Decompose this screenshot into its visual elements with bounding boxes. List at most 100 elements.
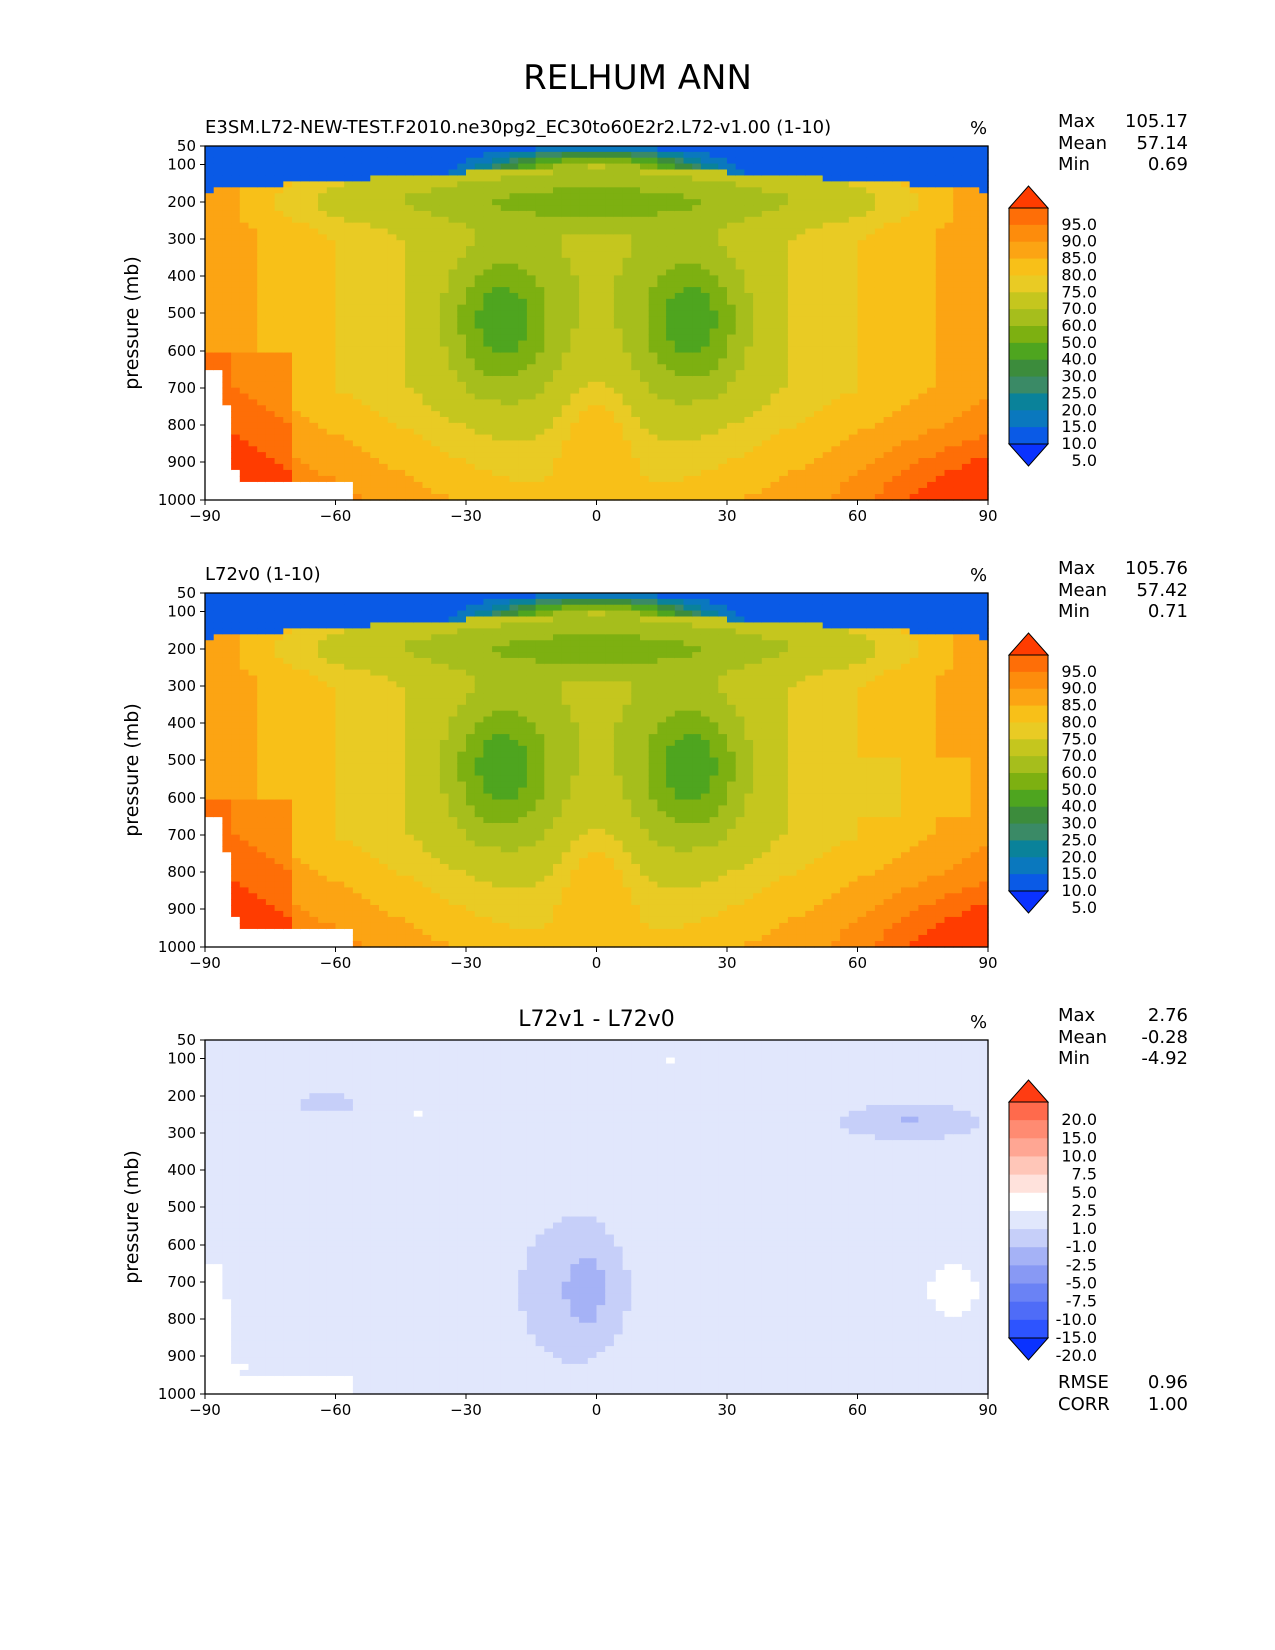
heatmap-cell (413, 393, 424, 401)
heatmap-cell (596, 292, 606, 300)
heatmap-cell (205, 387, 215, 395)
heatmap-cell (787, 334, 798, 342)
heatmap-cell (370, 428, 380, 436)
heatmap-cell (866, 457, 876, 465)
heatmap-cell (613, 322, 624, 330)
heatmap-cell (370, 340, 380, 348)
heatmap-cell (918, 292, 928, 300)
heatmap-cell (866, 358, 876, 365)
heatmap-cell (352, 298, 363, 306)
heatmap-cell (239, 493, 250, 501)
heatmap-cell (292, 352, 302, 359)
heatmap-cell (370, 469, 380, 477)
heatmap-cell (918, 375, 928, 383)
heatmap-cell (814, 281, 824, 288)
heatmap-cell (292, 257, 302, 265)
heatmap-cell (326, 316, 337, 324)
heatmap-cell (770, 475, 780, 483)
heatmap-cell (814, 428, 824, 436)
heatmap-cell (909, 169, 919, 177)
heatmap-cell (892, 263, 902, 271)
heatmap-cell (492, 352, 502, 359)
heatmap-cell (779, 228, 789, 235)
heatmap-cell (596, 151, 606, 159)
heatmap-cell (231, 352, 241, 359)
heatmap-cell (796, 199, 806, 206)
heatmap-cell (292, 275, 302, 282)
heatmap-cell (596, 334, 606, 342)
heatmap-cell (292, 298, 302, 306)
heatmap-cell (231, 457, 241, 465)
heatmap-cell (866, 416, 876, 424)
heatmap-cell (413, 228, 424, 235)
heatmap-cell (283, 210, 293, 218)
heatmap-cell (274, 210, 284, 218)
heatmap-cell (492, 234, 502, 241)
heatmap-cell (857, 175, 867, 182)
heatmap-cell (718, 387, 728, 395)
heatmap-cell (866, 163, 876, 171)
heatmap-cell (205, 269, 215, 276)
heatmap-cell (352, 234, 363, 241)
heatmap-cell (587, 346, 598, 354)
heatmap-cell (892, 493, 902, 501)
heatmap-cell (857, 481, 867, 489)
heatmap-cell (431, 346, 441, 354)
heatmap-cell (857, 181, 867, 188)
heatmap-cell (361, 322, 371, 330)
heatmap-cell (413, 281, 424, 288)
heatmap-cell (309, 411, 319, 418)
heatmap-cell (657, 287, 667, 294)
heatmap-cell (439, 440, 450, 447)
heatmap-cell (805, 352, 815, 359)
heatmap-cell (379, 287, 389, 294)
heatmap-cell (761, 216, 772, 224)
heatmap-cell (753, 175, 763, 182)
heatmap-cell (892, 199, 902, 206)
heatmap-cell (666, 334, 676, 342)
heatmap-cell (492, 246, 502, 253)
heatmap-cell (309, 181, 319, 188)
heatmap-cell (344, 487, 354, 495)
heatmap-cell (727, 334, 737, 342)
heatmap-cell (335, 375, 345, 383)
heatmap-cell (718, 434, 728, 442)
heatmap-cell (901, 234, 911, 241)
heatmap-cell (605, 434, 615, 442)
heatmap-cell (231, 263, 241, 271)
heatmap-cell (831, 316, 841, 324)
heatmap-cell (718, 452, 728, 459)
heatmap-cell (918, 222, 928, 230)
heatmap-cell (387, 193, 397, 200)
heatmap-cell (544, 334, 554, 342)
heatmap-cell (379, 210, 389, 218)
heatmap-cell (640, 358, 650, 365)
heatmap-cell (674, 240, 685, 247)
heatmap-cell (500, 298, 511, 306)
heatmap-cell (500, 469, 511, 477)
heatmap-cell (213, 463, 223, 471)
heatmap-cell (500, 222, 511, 230)
heatmap-cell (640, 205, 650, 212)
heatmap-cell (352, 181, 363, 188)
heatmap-cell (779, 340, 789, 348)
heatmap-cell (805, 275, 815, 282)
heatmap-cell (613, 469, 624, 477)
heatmap-cell (683, 399, 693, 406)
heatmap-cell (683, 222, 693, 230)
heatmap-cell (309, 440, 319, 447)
heatmap-cell (840, 475, 850, 483)
heatmap-cell (874, 228, 885, 235)
heatmap-cell (396, 240, 406, 247)
heatmap-cell (787, 275, 798, 282)
heatmap-cell (883, 440, 893, 447)
heatmap-cell (831, 228, 841, 235)
heatmap-cell (205, 163, 215, 171)
heatmap-cell (883, 358, 893, 365)
heatmap-cell (344, 210, 354, 218)
heatmap-cell (344, 358, 354, 365)
heatmap-cell (640, 263, 650, 271)
heatmap-cell (753, 292, 763, 300)
heatmap-cell (526, 405, 537, 412)
heatmap-cell (509, 364, 519, 371)
